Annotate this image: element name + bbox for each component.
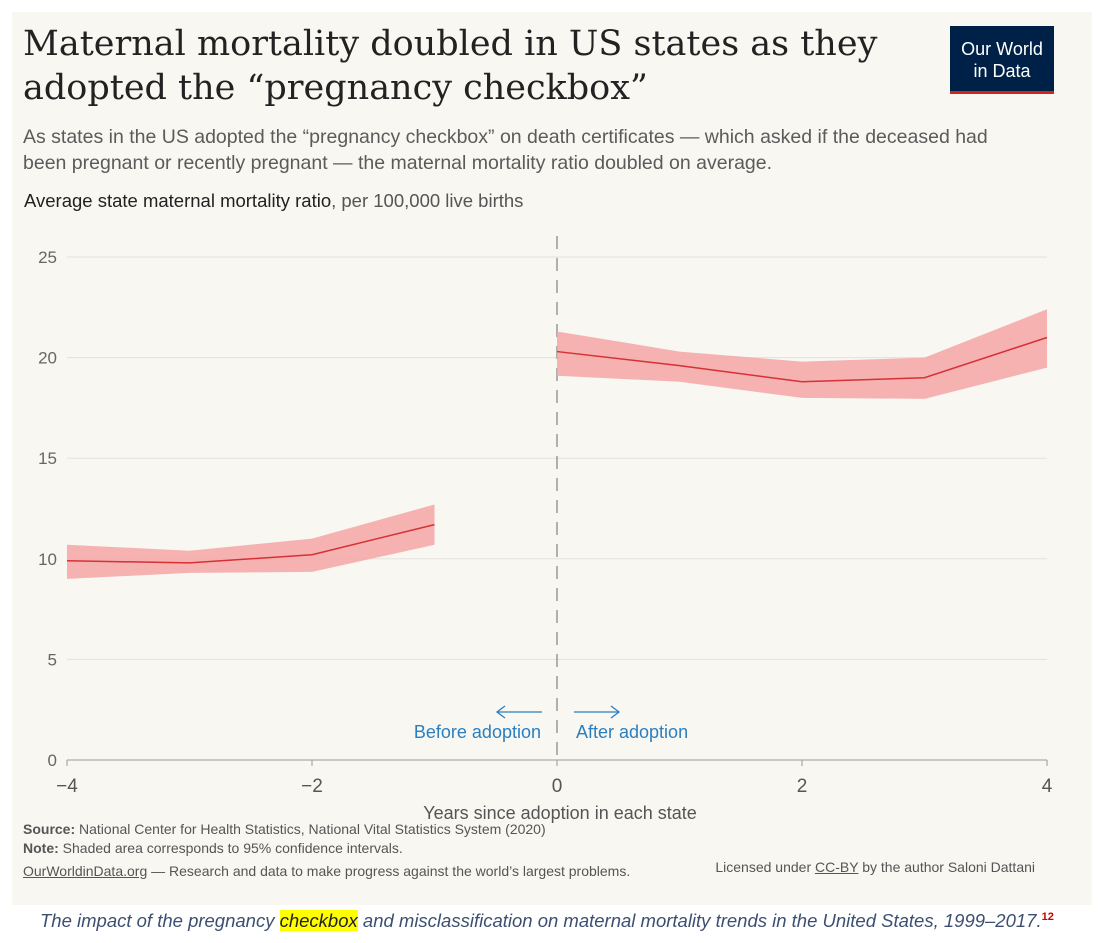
confidence-band [557,309,1047,399]
series-line [66,523,435,564]
caption-text-2: and misclassification on maternal mortal… [357,910,1042,931]
license-suffix: by the author Saloni Dattani [858,859,1035,875]
owid-line: OurWorldinData.org — Research and data t… [23,862,1063,881]
chart-subtitle: As states in the US adopted the “pregnan… [23,126,988,174]
source-line: Source: National Center for Health Stati… [23,820,1063,839]
owid-link[interactable]: OurWorldinData.org [23,863,148,879]
logo-line-1: Our World [961,39,1043,59]
x-tick-label: 0 [552,776,563,797]
y-axis-title-main: Average state maternal mortality ratio [24,190,332,211]
logo-line-2: in Data [973,61,1031,81]
cc-by-link[interactable]: CC-BY [815,859,859,875]
after-adoption-label: After adoption [576,722,688,742]
chart-title: Maternal mortality doubled in US states … [23,24,878,108]
owid-logo[interactable]: Our World in Data [950,26,1054,94]
right-arrow-icon [574,705,621,719]
note-label: Note: [23,840,59,856]
license-line: Licensed under CC-BY by the author Salon… [715,858,1035,877]
x-tick-label: 4 [1042,776,1053,797]
source-label: Source: [23,821,76,837]
before-adoption-label: Before adoption [414,722,541,742]
note-line: Note: Shaded area corresponds to 95% con… [23,839,1063,858]
y-tick-label: 15 [38,449,57,468]
caption-text-1: The impact of the pregnancy [40,910,280,931]
footer: Source: National Center for Health Stati… [23,820,1063,881]
y-tick-label: 5 [48,650,57,669]
x-tick-label: −2 [301,776,323,797]
y-tick-label: 10 [38,550,57,569]
y-axis-title: Average state maternal mortality ratio, … [24,190,523,212]
x-tick-label: −4 [56,776,78,797]
figure-caption: The impact of the pregnancy checkbox and… [40,910,1054,932]
note-text: Shaded area corresponds to 95% confidenc… [62,840,403,856]
license-prefix: Licensed under [715,859,816,875]
y-tick-label: 0 [48,751,57,770]
x-axis-label: Years since adoption in each state [423,803,697,823]
y-tick-label: 25 [38,248,57,267]
confidence-band [67,504,435,579]
x-tick-label: 2 [797,776,808,797]
y-tick-label: 20 [38,349,57,368]
y-axis-title-unit: , per 100,000 live births [331,190,524,211]
source-text: National Center for Health Statistics, N… [79,821,546,837]
footnote-ref[interactable]: 12 [1041,910,1054,923]
left-arrow-icon [495,705,542,719]
caption-highlight: checkbox [279,910,358,931]
owid-text: — Research and data to make progress aga… [147,863,631,879]
